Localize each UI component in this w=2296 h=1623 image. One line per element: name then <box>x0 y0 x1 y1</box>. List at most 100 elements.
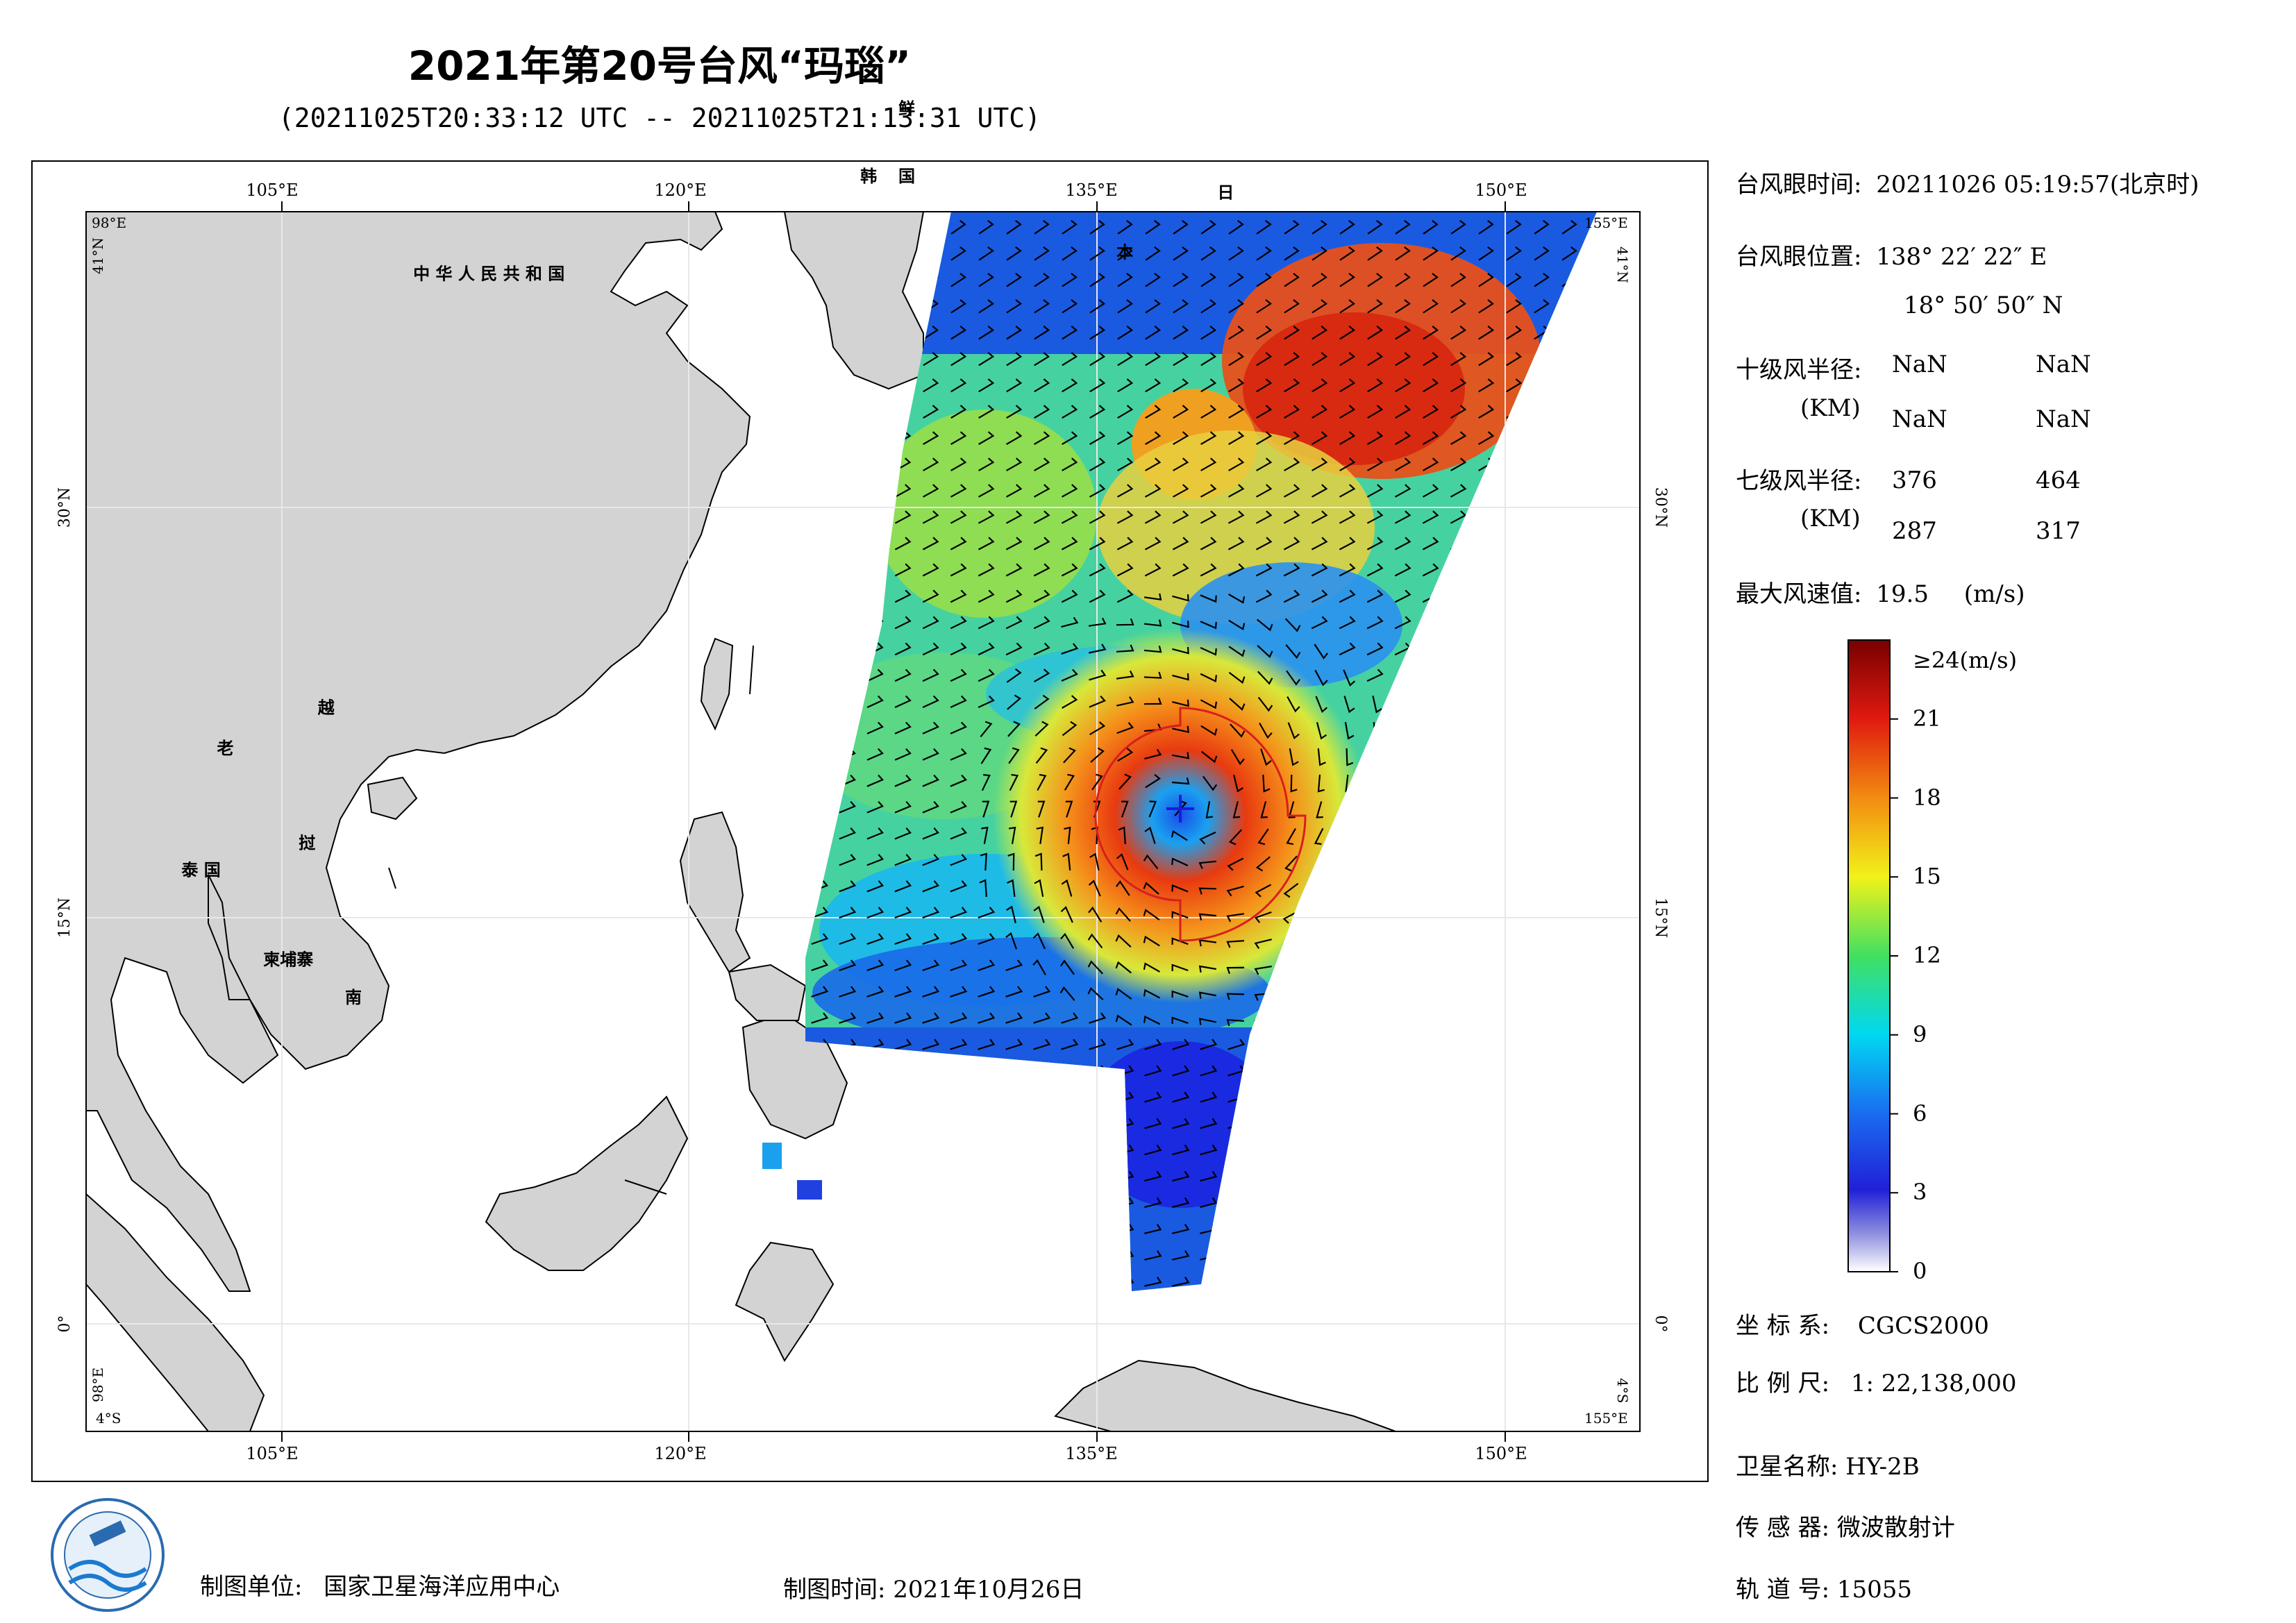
wind-barb <box>894 1038 912 1050</box>
wind-barb <box>1254 939 1272 949</box>
wind-barb <box>866 959 885 971</box>
wind-barb <box>1254 911 1272 923</box>
wind-barb <box>1200 246 1216 261</box>
lat-tick-right: 0° <box>1652 1315 1669 1333</box>
wind-barb <box>1174 800 1187 816</box>
wind-barb <box>1259 723 1273 739</box>
wind-barb <box>1173 457 1189 471</box>
swath-cell <box>762 1143 782 1169</box>
wind-barb <box>1284 299 1300 314</box>
wind-barb <box>1311 616 1328 630</box>
wind-barb <box>1089 721 1106 736</box>
wind-barb <box>1144 1144 1162 1156</box>
wind-barb <box>839 959 857 971</box>
wind-barb <box>1314 669 1328 687</box>
wind-barb <box>1395 457 1411 471</box>
wind-barb <box>1200 405 1217 419</box>
wind-barb <box>1394 537 1411 550</box>
wind-barb <box>1228 646 1246 657</box>
wind-barb <box>1283 882 1299 898</box>
wind-barb <box>1200 1170 1218 1182</box>
colorbar-tick-label: 3 <box>1913 1179 1927 1206</box>
wind-barb <box>1228 219 1244 235</box>
colorbar-tick-label: 18 <box>1913 784 1941 811</box>
wind-barb <box>1006 905 1016 923</box>
wind-barb <box>1257 671 1273 685</box>
wind-barb <box>839 880 857 893</box>
wind-barb <box>1255 589 1273 603</box>
wind-barb <box>1143 646 1162 653</box>
wind-barb <box>1089 273 1105 287</box>
wind-barb <box>1478 431 1495 445</box>
wind-barb <box>1032 932 1046 950</box>
wind-barb <box>1059 959 1075 975</box>
wind-barb <box>1171 937 1189 945</box>
wind-barb <box>1256 405 1273 419</box>
wind-barb <box>1005 484 1023 498</box>
wind-barb <box>1339 537 1356 550</box>
max-wind-row: 最大风速值: 19.5 (m/s) <box>1736 575 2025 609</box>
wind-barb <box>1144 748 1162 760</box>
wind-barb <box>1172 1170 1190 1182</box>
wind-barb <box>1198 1018 1217 1025</box>
wind-barb <box>811 959 829 971</box>
wind-barb <box>1034 879 1044 898</box>
wind-barb <box>1062 246 1078 261</box>
wind-barb <box>1034 405 1050 419</box>
wind-barb <box>1034 299 1050 314</box>
wind-barb <box>1228 829 1243 846</box>
wind-barb <box>1033 484 1050 498</box>
wind-barb <box>1171 990 1189 998</box>
wind-barb <box>1343 669 1356 687</box>
wind-barb <box>1116 563 1134 577</box>
wind-barb <box>1007 721 1021 737</box>
wind-barb <box>978 246 994 261</box>
map-gridlines <box>86 212 1640 1431</box>
colorbar-top-label: ≥24(m/s) <box>1913 647 2018 673</box>
wind-barb <box>922 642 939 656</box>
wind-barb <box>1312 378 1328 393</box>
wind-barb <box>1339 510 1356 524</box>
wind-barb <box>1091 773 1103 791</box>
wind-barb <box>922 827 939 840</box>
wind-barb <box>1200 378 1217 393</box>
wind-barb <box>922 774 939 787</box>
wind-barb <box>1062 695 1078 709</box>
wind-barb <box>950 854 968 866</box>
wind-barb <box>950 510 967 524</box>
wind-barb <box>978 986 996 998</box>
wind-barb <box>1200 673 1217 682</box>
wind-barb <box>950 219 966 235</box>
land-korea <box>783 212 925 390</box>
wind-barb <box>1171 777 1190 785</box>
wind-barb <box>922 1038 940 1050</box>
wind-barb <box>1034 694 1050 709</box>
wind-barb <box>1033 1012 1051 1024</box>
wind-barb <box>1366 642 1384 656</box>
wind-barb <box>923 352 939 367</box>
corner-label: 4°S <box>1614 1378 1631 1403</box>
wind-barb <box>1034 668 1050 682</box>
wind-barb <box>1200 484 1217 498</box>
wind-barb <box>1228 405 1245 419</box>
wind-barb <box>1172 1065 1190 1077</box>
wind-barb <box>1228 246 1244 261</box>
wind-barb <box>1394 589 1411 603</box>
country-label: 中 华 人 民 共 和 国 <box>413 264 564 284</box>
wind-barb <box>1143 882 1159 895</box>
coast-details <box>388 645 754 1195</box>
max-wind-unit: (m/s) <box>1963 580 2025 608</box>
wind-barb <box>866 800 884 814</box>
wind-barb <box>1260 801 1268 818</box>
wind-barb <box>1423 431 1439 445</box>
max-wind-value: 19.5 <box>1876 580 1929 608</box>
wind-barb <box>1312 405 1328 419</box>
country-label: 挝 <box>299 834 316 853</box>
wind-barb <box>1312 431 1328 445</box>
wind-barb <box>950 563 967 577</box>
wind-barb <box>1143 989 1161 999</box>
wind-barb <box>1171 964 1189 972</box>
lat-tick-right: 15°N <box>1652 898 1669 938</box>
wind-barb <box>1172 1250 1190 1261</box>
wind-barb <box>1061 616 1079 628</box>
